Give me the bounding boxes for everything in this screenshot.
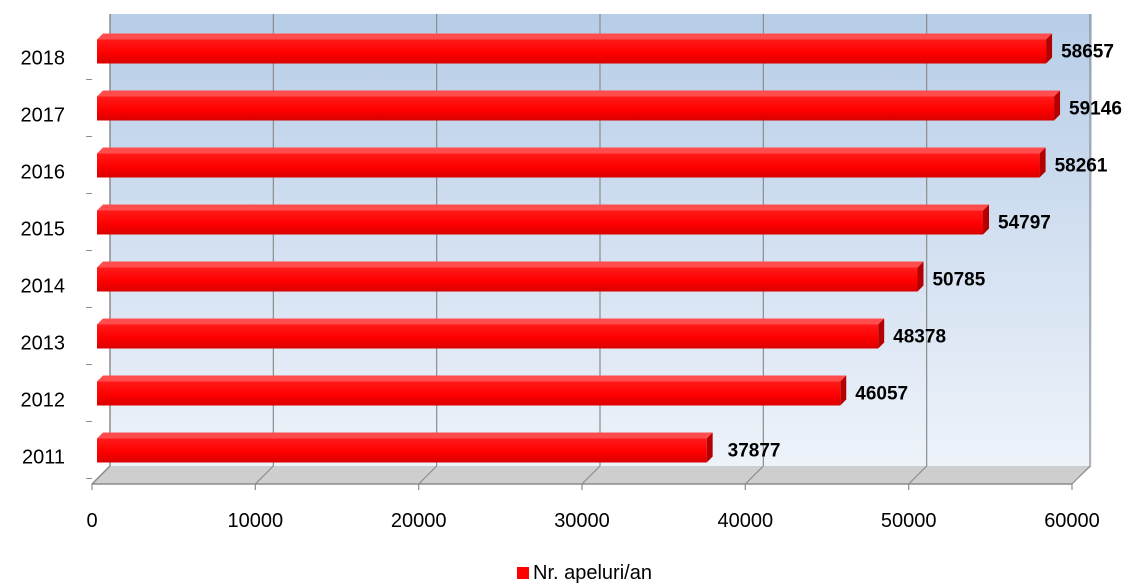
category-label: 2013 xyxy=(21,333,66,355)
category-label: 2012 xyxy=(21,390,66,412)
category-label: 2016 xyxy=(21,162,66,184)
floor-tick xyxy=(254,465,274,485)
x-tick-label: 30000 xyxy=(554,510,610,532)
plot-floor xyxy=(92,466,1092,484)
bars xyxy=(97,33,1061,463)
legend-swatch xyxy=(517,567,529,579)
y-axis-line xyxy=(91,14,111,485)
x-tick-label: 0 xyxy=(86,510,97,532)
bar xyxy=(97,267,918,292)
floor-tick xyxy=(1071,465,1091,485)
x-tick-label: 60000 xyxy=(1044,510,1100,532)
bar xyxy=(97,438,707,463)
legend: Nr. apeluri/an xyxy=(517,562,652,584)
data-label: 50785 xyxy=(932,270,985,291)
bar xyxy=(97,210,984,235)
bar-side xyxy=(983,204,990,235)
data-label: 59146 xyxy=(1069,99,1122,120)
bar-top xyxy=(97,261,924,268)
x-tick-label: 40000 xyxy=(718,510,774,532)
bar-top xyxy=(97,432,713,439)
data-label: 48378 xyxy=(893,327,946,348)
category-label: 2014 xyxy=(21,276,66,298)
floor-tick xyxy=(418,465,438,485)
category-label: 2015 xyxy=(21,219,66,241)
category-label: 2017 xyxy=(21,105,66,127)
bar-top xyxy=(97,204,990,211)
bar xyxy=(97,96,1055,121)
labels: 0 10000 20000 30000 40000 50000 60000 2011 37877… xyxy=(21,42,1122,533)
floor-tick xyxy=(744,465,764,485)
x-tick-label: 20000 xyxy=(391,510,447,532)
bar-top xyxy=(97,90,1061,97)
bar-top xyxy=(97,375,847,382)
category-label: 2011 xyxy=(22,447,65,469)
bar-side xyxy=(706,432,713,463)
floor-tick xyxy=(581,465,601,485)
bar-top xyxy=(97,33,1053,40)
data-label: 58657 xyxy=(1061,42,1114,63)
legend-label: Nr. apeluri/an xyxy=(533,562,652,584)
data-label: 54797 xyxy=(998,213,1051,234)
plot-back-wall xyxy=(110,14,1092,466)
x-tick-label: 50000 xyxy=(881,510,937,532)
floor-tick xyxy=(908,465,928,485)
category-label: 2018 xyxy=(21,48,66,70)
bar xyxy=(97,324,879,349)
x-tick-label: 10000 xyxy=(228,510,284,532)
bar-side xyxy=(1046,33,1053,64)
bar-side xyxy=(1054,90,1061,121)
bar-side xyxy=(840,375,847,406)
bar xyxy=(97,39,1047,64)
bar-side xyxy=(878,318,885,349)
bar-top xyxy=(97,147,1046,154)
bar-side xyxy=(1039,147,1046,178)
bar-side xyxy=(917,261,924,292)
data-label: 37877 xyxy=(728,441,781,462)
bar xyxy=(97,381,841,406)
data-label: 46057 xyxy=(855,384,908,405)
data-label: 58261 xyxy=(1055,156,1108,177)
bar xyxy=(97,153,1040,178)
bar-top xyxy=(97,318,885,325)
